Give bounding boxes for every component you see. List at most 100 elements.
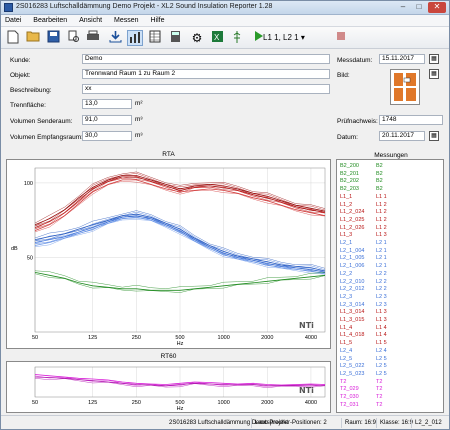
image-select-icon[interactable]: ▦ [429, 69, 439, 79]
x-tick-label: 1000 [218, 335, 230, 341]
measurement-row[interactable]: T2_030 T2 [340, 394, 440, 402]
series-line-3 [34, 215, 326, 273]
measurement-row[interactable]: B2_201 B2 [340, 171, 440, 179]
kunde-field[interactable]: Demo [82, 54, 330, 64]
print-icon[interactable] [85, 30, 101, 46]
menu-hilfe[interactable]: Hilfe [150, 17, 165, 24]
measurement-name: B2_202 [340, 178, 359, 185]
measurement-row[interactable]: L1_5 L1 5 [340, 340, 440, 348]
measurement-row[interactable]: T2 T2 [340, 379, 440, 387]
rt60-chart[interactable]: 50 125 250 500 1000 2000 4000 Hz NTi [6, 361, 331, 413]
measurement-row[interactable]: L1_3_015 L1 3 [340, 317, 440, 325]
measurement-row[interactable]: L2_2_012 L2 2 [340, 286, 440, 294]
new-file-icon[interactable] [5, 30, 21, 46]
close-button[interactable]: ✕ [428, 2, 446, 13]
measurement-name: L2_1_004 [340, 247, 365, 254]
measurement-tag: B2 [376, 170, 383, 177]
measurement-row[interactable]: L1_4 L1 4 [340, 325, 440, 333]
measurements-list[interactable]: Messungen B2_200 B2 B2_201 B2 B2_202 B2 B2_203… [336, 152, 444, 413]
series-line-3-variant [34, 211, 326, 271]
pruefnachweis-field[interactable]: 1748 [379, 115, 443, 125]
gear-icon[interactable]: ⚙ [191, 31, 203, 45]
measurement-tag: B2 [376, 186, 383, 193]
measurement-row[interactable]: T2_031 T2 [340, 402, 440, 410]
measurement-row[interactable]: L2_1 L2 1 [340, 240, 440, 248]
datum-calendar-icon[interactable]: ▦ [429, 131, 439, 141]
rta-chart[interactable]: 50 125 250 500 1000 2000 4000 100 50 Hz dB NTi [6, 159, 331, 349]
excel-icon[interactable]: X [209, 30, 225, 46]
measurement-row[interactable]: L2_2 L2 2 [340, 271, 440, 279]
menu-datei[interactable]: Datei [5, 17, 22, 24]
measurement-name: L2_3 [340, 293, 353, 300]
measurement-row[interactable]: L2_3_014 L2 3 [340, 302, 440, 310]
title-bar: 2S016283 Luftschalldämmung Demo Projekt … [1, 1, 449, 15]
print-preview-icon[interactable] [65, 30, 81, 46]
measurement-name: T2 [340, 378, 347, 385]
menu-ansicht[interactable]: Ansicht [79, 17, 103, 24]
bar-chart-icon[interactable] [127, 30, 143, 46]
play-icon[interactable] [251, 30, 267, 46]
measurement-row[interactable]: L1_2_026 L1 2 [340, 225, 440, 233]
objekt-field[interactable]: Trennwand Raum 1 zu Raum 2 [82, 69, 330, 79]
usb-icon[interactable] [229, 30, 245, 46]
table-icon[interactable] [147, 30, 163, 46]
measurement-row[interactable]: B2_202 B2 [340, 178, 440, 186]
measurement-tag: L1 4 [376, 324, 387, 331]
series-line-5-variant [34, 216, 326, 272]
measurement-row[interactable]: L2_4 L2 4 [340, 348, 440, 356]
measurement-row[interactable]: L1_3_014 L1 3 [340, 309, 440, 317]
measurement-row[interactable]: L2_3 L2 3 [340, 294, 440, 302]
x-tick-label: 4000 [305, 335, 317, 341]
measurement-row[interactable]: B2_200 B2 [340, 163, 440, 171]
measurement-row[interactable]: L2_5_023 L2 5 [340, 371, 440, 379]
open-folder-icon[interactable] [25, 30, 41, 46]
messdatum-field[interactable]: 15.11.2017 [379, 54, 425, 64]
measurement-selector[interactable]: L1 1, L2 1 ▾ [263, 33, 305, 42]
nti-logo: NTi [299, 321, 314, 330]
menu-bearbeiten[interactable]: Bearbeiten [33, 17, 68, 24]
volumen-sende-field[interactable]: 91,0 [82, 115, 132, 125]
calendar-icon[interactable]: ▦ [429, 54, 439, 64]
measurement-row[interactable]: L1_2_025 L1 2 [340, 217, 440, 225]
x-axis-label: Hz [177, 406, 184, 412]
measurement-tag: L1 3 [376, 309, 387, 316]
measurement-row[interactable]: T2_029 T2 [340, 386, 440, 394]
datum-field[interactable]: 20.11.2017 [379, 131, 425, 141]
minimize-button[interactable]: – [400, 2, 406, 11]
measurement-tag: L1 5 [376, 340, 387, 347]
measurement-row[interactable]: L2_1_006 L2 1 [340, 263, 440, 271]
measurement-name: L2_4 [340, 347, 353, 354]
measurement-row[interactable]: L1_2_024 L1 2 [340, 209, 440, 217]
measurement-row[interactable]: L1_4_018 L1 4 [340, 332, 440, 340]
calculator-icon[interactable] [167, 30, 183, 46]
trennflaeche-field[interactable]: 13,0 [82, 99, 132, 109]
series-line-6-variant [34, 273, 326, 293]
save-icon[interactable] [45, 30, 61, 46]
menu-messen[interactable]: Messen [114, 17, 139, 24]
series-line-5 [34, 213, 326, 272]
series-line-2-variant [34, 176, 326, 227]
measurement-row[interactable]: L1_2 L1 2 [340, 202, 440, 210]
measurement-row[interactable]: L2_2_010 L2 2 [340, 279, 440, 287]
rt60-chart-svg: 50 125 250 500 1000 2000 4000 Hz NTi [32, 366, 326, 412]
measurement-row[interactable]: B2_203 B2 [340, 186, 440, 194]
measurement-row[interactable]: L1_3 L1 3 [340, 232, 440, 240]
stop-icon[interactable] [333, 30, 349, 46]
measurement-row[interactable]: L2_5 L2 5 [340, 356, 440, 364]
volumen-empf-field[interactable]: 30,0 [82, 131, 132, 141]
measurement-tag: L2 3 [376, 293, 387, 300]
measurement-row[interactable]: L2_1_005 L2 1 [340, 255, 440, 263]
series-line-2 [34, 175, 326, 226]
measurement-row[interactable]: L2_5_022 L2 5 [340, 363, 440, 371]
room-sketch-image[interactable] [390, 69, 420, 105]
measurement-name: L2_5_023 [340, 370, 365, 377]
volumen-empf-unit: m³ [135, 132, 143, 139]
x-tick-label: 125 [88, 335, 97, 341]
measurement-row[interactable]: L2_1_004 L2 1 [340, 248, 440, 256]
bild-label: Bild: [337, 72, 350, 79]
download-icon[interactable] [107, 30, 123, 46]
maximize-button[interactable]: □ [416, 2, 422, 11]
status-bar: 2S016283 Luftschalldämmung Demo Projekt … [1, 415, 449, 429]
measurement-row[interactable]: L1_1 L1 1 [340, 194, 440, 202]
beschreibung-field[interactable]: xx [82, 84, 330, 94]
